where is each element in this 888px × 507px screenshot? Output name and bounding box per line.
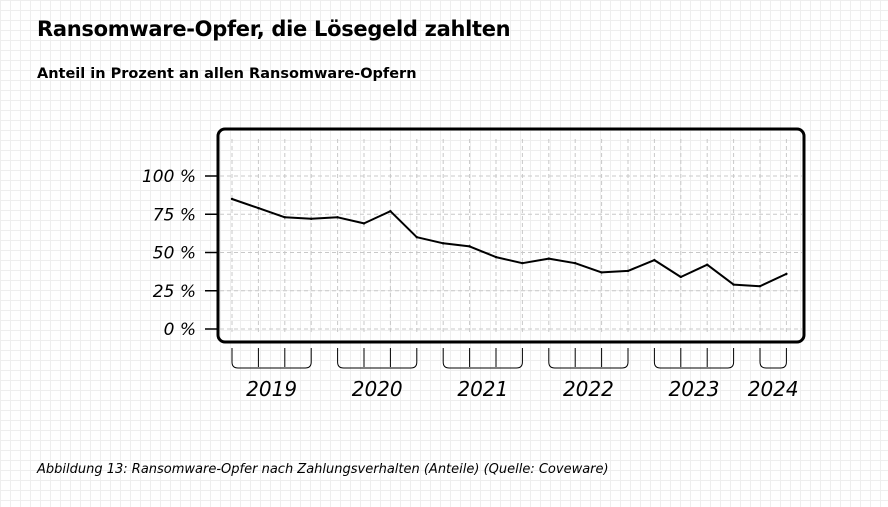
data-point bbox=[547, 257, 550, 260]
year-bracket bbox=[231, 348, 312, 369]
data-point bbox=[600, 271, 603, 274]
data-point bbox=[732, 283, 735, 286]
data-point bbox=[442, 242, 445, 245]
data-point bbox=[653, 258, 656, 262]
data-point bbox=[468, 245, 471, 248]
year-bracket bbox=[548, 348, 629, 369]
y-axis: 0 % 25 % 50 % 75 % 100 % bbox=[142, 167, 218, 340]
x-axis: 2019 2020 2021 2022 2023 2024 bbox=[231, 348, 799, 401]
data-point bbox=[758, 284, 762, 288]
data-point bbox=[415, 236, 418, 239]
data-point bbox=[230, 197, 234, 201]
y-tick-label: 25 % bbox=[153, 282, 196, 302]
data-point bbox=[336, 216, 339, 219]
x-tick-label: 2019 bbox=[246, 377, 297, 401]
x-tick-label: 2024 bbox=[748, 377, 799, 401]
y-tick-label: 100 % bbox=[142, 167, 196, 187]
chart-title: Ransomware-Opfer, die Lösegeld zahlten bbox=[37, 17, 511, 41]
data-point bbox=[706, 263, 709, 266]
data-point bbox=[362, 222, 366, 225]
x-tick-label: 2022 bbox=[563, 377, 614, 401]
data-point bbox=[679, 275, 682, 279]
x-tick-label: 2023 bbox=[669, 377, 720, 401]
data-point bbox=[283, 216, 286, 219]
year-bracket bbox=[653, 348, 735, 369]
figure-caption: Abbildung 13: Ransomware-Opfer nach Zahl… bbox=[37, 462, 609, 477]
data-point bbox=[521, 262, 524, 265]
y-tick-label: 50 % bbox=[153, 244, 196, 264]
series-layer bbox=[230, 197, 788, 288]
y-tick-label: 0 % bbox=[164, 320, 196, 340]
plot-frame bbox=[216, 127, 806, 344]
data-point bbox=[626, 269, 630, 273]
data-point bbox=[310, 217, 313, 221]
year-bracket bbox=[337, 348, 418, 369]
x-tick-label: 2021 bbox=[457, 377, 508, 401]
data-point bbox=[574, 262, 577, 265]
y-tick-label: 75 % bbox=[153, 205, 196, 225]
x-tick-label: 2020 bbox=[352, 377, 403, 401]
data-point bbox=[257, 206, 260, 210]
grid bbox=[220, 139, 802, 334]
chart-subtitle: Anteil in Prozent an allen Ransomware-Op… bbox=[37, 66, 417, 82]
data-point bbox=[389, 209, 392, 213]
year-bracket bbox=[442, 348, 523, 369]
series-line bbox=[231, 198, 787, 288]
year-bracket bbox=[759, 348, 787, 369]
data-point bbox=[785, 272, 788, 276]
data-point bbox=[494, 255, 498, 259]
